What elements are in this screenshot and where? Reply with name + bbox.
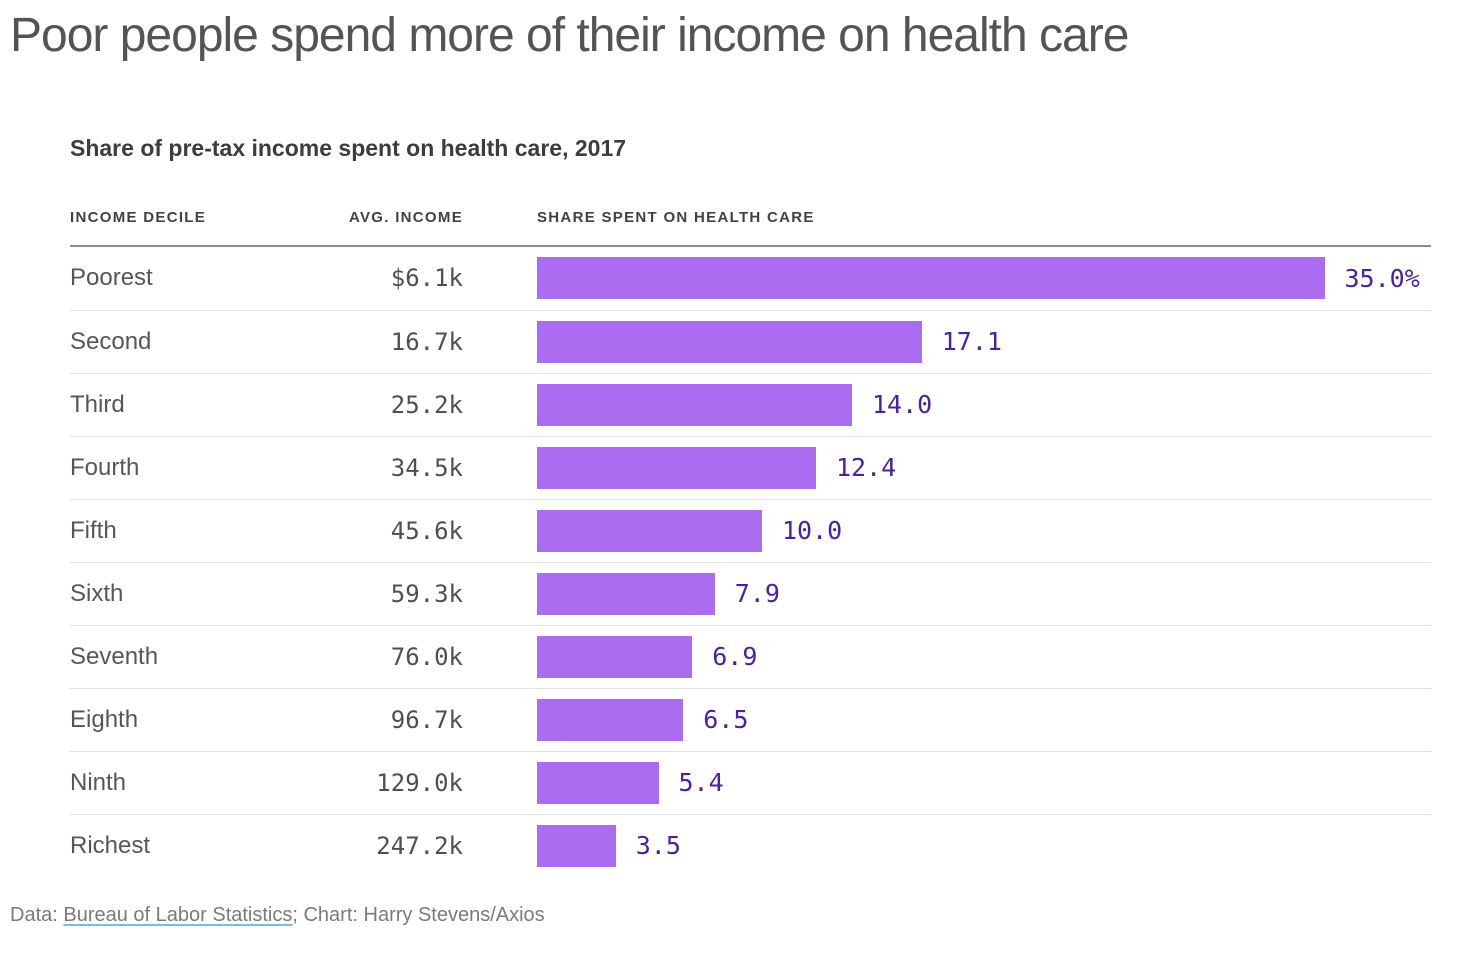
column-header-share-spent: SHARE SPENT ON HEALTH CARE [537, 208, 815, 226]
share-bar [537, 698, 684, 741]
table-body: Poorest $6.1k 35.0% Second 16.7k 17.1 Th… [70, 247, 1431, 877]
decile-label: Eighth [70, 705, 139, 733]
bar-cell: 12.4 [463, 437, 1431, 499]
decile-label: Ninth [70, 768, 127, 796]
table-row: Poorest $6.1k 35.0% [70, 247, 1431, 310]
table-row: Richest 247.2k 3.5 [70, 813, 1431, 877]
table-row: Seventh 76.0k 6.9 [70, 624, 1431, 688]
page-title: Poor people spend more of their income o… [10, 9, 1129, 62]
column-header-avg-income: AVG. INCOME [348, 208, 463, 226]
decile-table: INCOME DECILE AVG. INCOME SHARE SPENT ON… [70, 209, 1431, 877]
decile-label: Fourth [70, 453, 140, 481]
share-value-label: 6.5 [703, 705, 749, 735]
bar-cell: 6.5 [463, 689, 1431, 751]
avg-income-value: 25.2k [390, 390, 463, 419]
share-value-label: 6.9 [712, 642, 758, 672]
bar-cell: 14.0 [463, 374, 1431, 436]
decile-label: Third [70, 390, 125, 418]
bar-cell: 5.4 [463, 752, 1431, 814]
decile-label: Richest [70, 831, 151, 859]
share-bar [537, 446, 816, 489]
table-row: Ninth 129.0k 5.4 [70, 750, 1431, 814]
decile-label: Second [70, 327, 152, 355]
avg-income-value: 34.5k [390, 453, 463, 482]
table-row: Sixth 59.3k 7.9 [70, 561, 1431, 625]
share-bar [537, 635, 693, 678]
share-bar [537, 761, 659, 804]
share-bar [537, 383, 852, 426]
share-value-label: 12.4 [836, 453, 897, 483]
table-row: Second 16.7k 17.1 [70, 309, 1431, 373]
share-bar [537, 572, 715, 615]
share-value-label: 35.0% [1344, 263, 1420, 293]
share-bar [537, 257, 1325, 300]
decile-label: Fifth [70, 516, 117, 544]
avg-income-value: 59.3k [390, 579, 463, 608]
avg-income-value: 129.0k [376, 768, 463, 797]
table-header-row: INCOME DECILE AVG. INCOME SHARE SPENT ON… [70, 209, 1431, 247]
share-bar [537, 509, 762, 552]
bar-cell: 17.1 [463, 311, 1431, 373]
bar-cell: 10.0 [463, 500, 1431, 562]
share-value-label: 17.1 [941, 327, 1002, 357]
avg-income-value: 96.7k [390, 705, 463, 734]
share-value-label: 5.4 [678, 768, 724, 798]
share-bar [537, 320, 922, 363]
share-value-label: 10.0 [782, 516, 843, 546]
bar-cell: 3.5 [463, 815, 1431, 877]
avg-income-value: 16.7k [390, 327, 463, 356]
source-line: Data: Bureau of Labor Statistics; Chart:… [10, 904, 1474, 927]
source-suffix: ; Chart: Harry Stevens/Axios [292, 903, 545, 926]
table-row: Third 25.2k 14.0 [70, 372, 1431, 436]
avg-income-value: 76.0k [390, 642, 463, 671]
chart-subtitle: Share of pre-tax income spent on health … [70, 135, 627, 162]
source-prefix: Data: [10, 903, 64, 926]
column-header-income-decile: INCOME DECILE [70, 208, 207, 226]
source-link[interactable]: Bureau of Labor Statistics [63, 903, 293, 926]
table-row: Fourth 34.5k 12.4 [70, 435, 1431, 499]
share-value-label: 7.9 [734, 579, 780, 609]
bar-cell: 7.9 [463, 563, 1431, 625]
share-bar [537, 824, 616, 867]
avg-income-value: 45.6k [390, 516, 463, 545]
decile-label: Poorest [70, 264, 153, 292]
bar-cell: 6.9 [463, 626, 1431, 688]
avg-income-value: $6.1k [390, 264, 463, 293]
avg-income-value: 247.2k [376, 831, 463, 860]
share-value-label: 3.5 [635, 831, 681, 861]
table-row: Fifth 45.6k 10.0 [70, 498, 1431, 562]
decile-label: Sixth [70, 579, 124, 607]
bar-cell: 35.0% [463, 247, 1431, 310]
share-value-label: 14.0 [872, 390, 933, 420]
decile-label: Seventh [70, 642, 159, 670]
table-row: Eighth 96.7k 6.5 [70, 687, 1431, 751]
